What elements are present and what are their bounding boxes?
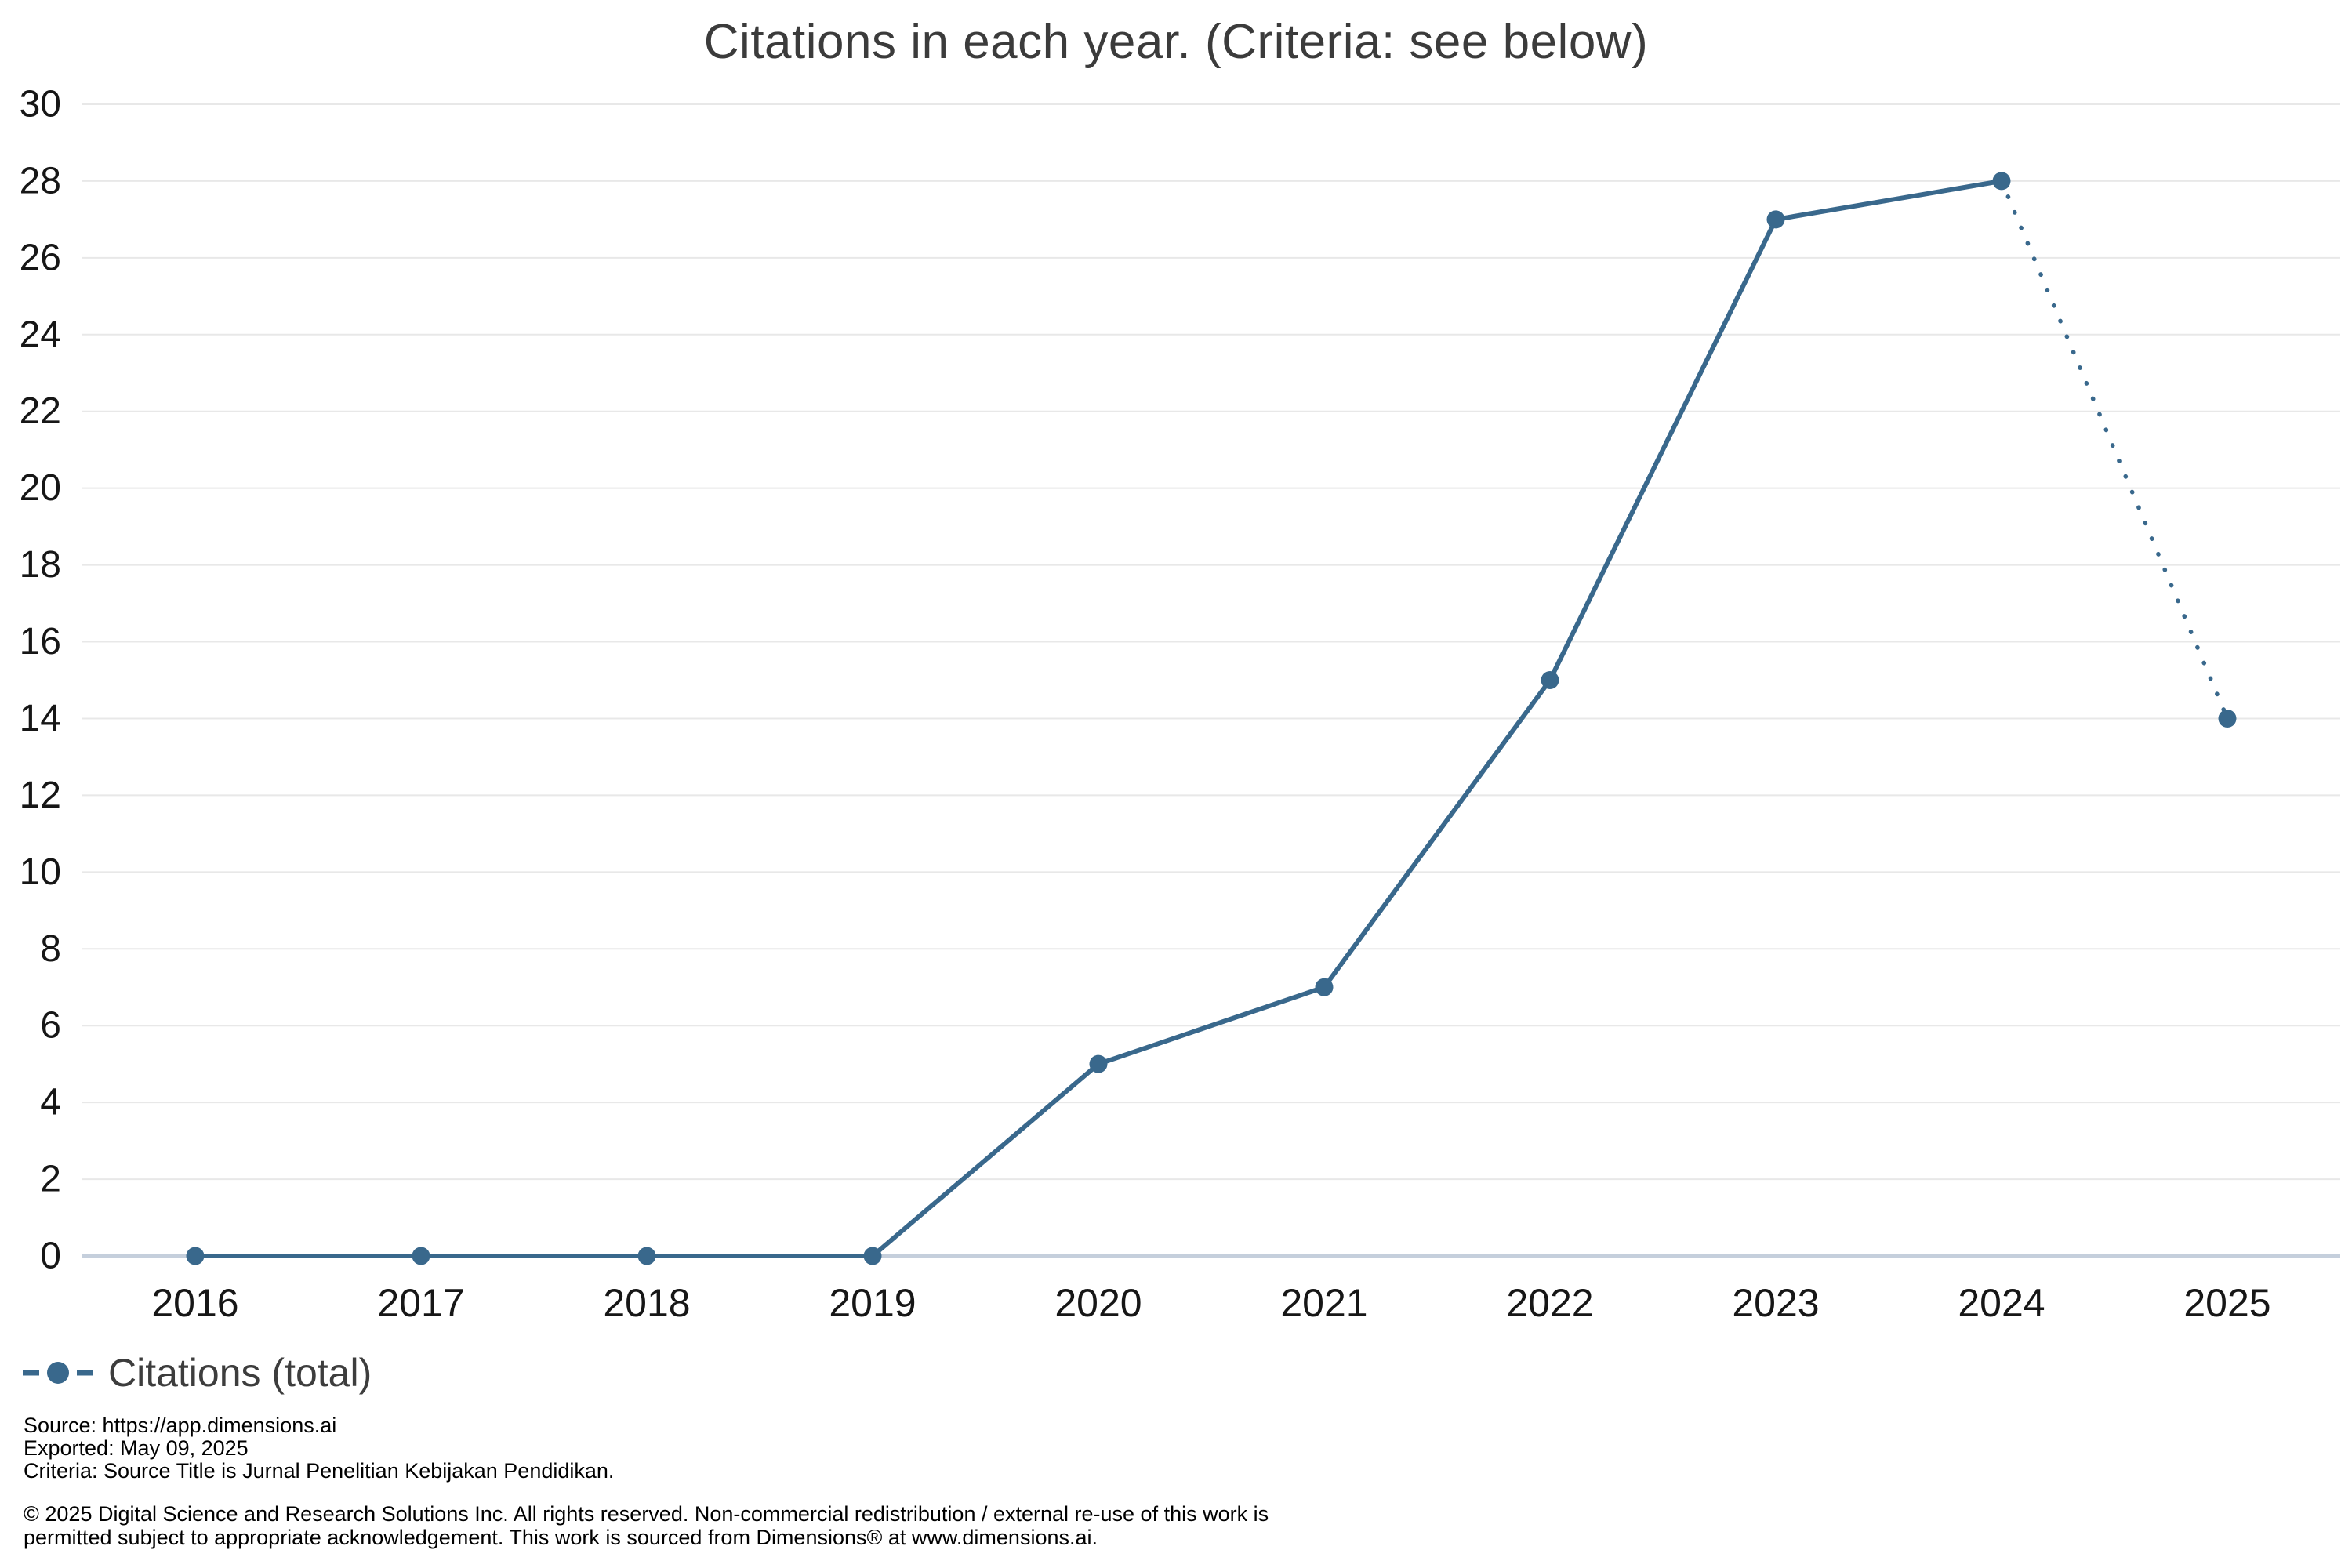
y-tick-label: 6 [40, 1005, 61, 1047]
y-tick-label: 24 [20, 314, 61, 355]
x-tick-label: 2018 [603, 1281, 690, 1325]
data-point-marker [2218, 709, 2237, 728]
y-tick-label: 30 [20, 84, 61, 125]
y-tick-label: 0 [40, 1236, 61, 1277]
y-tick-label: 12 [20, 775, 61, 816]
legend-line-marker-icon [23, 1362, 93, 1384]
x-tick-label: 2025 [2183, 1281, 2270, 1325]
y-tick-label: 22 [20, 390, 61, 432]
x-tick-label: 2017 [377, 1281, 464, 1325]
y-tick-label: 18 [20, 544, 61, 586]
data-point-marker [1089, 1054, 1108, 1073]
copyright-line-2: permitted subject to appropriate acknowl… [24, 1526, 1098, 1549]
x-tick-label: 2020 [1054, 1281, 1142, 1325]
series-line-dotted [1999, 179, 2230, 721]
y-tick-label: 16 [20, 621, 61, 662]
x-tick-label: 2024 [1958, 1281, 2045, 1325]
x-tick-label: 2023 [1732, 1281, 1819, 1325]
y-tick-label: 20 [20, 467, 61, 509]
legend: Citations (total) [20, 1350, 372, 1396]
x-tick-label: 2022 [1506, 1281, 1593, 1325]
data-point-marker [1541, 671, 1559, 689]
y-tick-label: 4 [40, 1082, 61, 1123]
y-tick-label: 2 [40, 1159, 61, 1200]
page-title: Citations in each year. (Criteria: see b… [703, 15, 1649, 69]
data-point-marker [1992, 172, 2011, 191]
data-point-marker [412, 1247, 430, 1265]
criteria-note: Criteria: Source Title is Jurnal Penelit… [24, 1459, 615, 1483]
legend-label: Citations (total) [108, 1351, 372, 1395]
y-tick-label: 28 [20, 160, 61, 201]
y-tick-label: 26 [20, 237, 61, 278]
copyright-line-1: © 2025 Digital Science and Research Solu… [24, 1502, 1269, 1526]
y-tick-label: 10 [20, 851, 61, 893]
data-point-marker [1315, 978, 1334, 996]
source-note: Source: https://app.dimensions.ai [24, 1414, 337, 1437]
y-tick-label: 14 [20, 698, 61, 739]
data-point-marker [637, 1247, 656, 1265]
copyright-notice: © 2025 Digital Science and Research Solu… [24, 1502, 1269, 1549]
y-tick-label: 8 [40, 928, 61, 970]
data-point-marker [1766, 210, 1785, 229]
exported-note: Exported: May 09, 2025 [24, 1436, 249, 1460]
data-point-marker [863, 1247, 882, 1265]
x-tick-label: 2019 [829, 1281, 916, 1325]
data-point-marker [186, 1247, 205, 1265]
footnotes: Source: https://app.dimensions.ai Export… [24, 1414, 614, 1483]
x-tick-label: 2021 [1280, 1281, 1367, 1325]
x-tick-label: 2016 [151, 1281, 238, 1325]
